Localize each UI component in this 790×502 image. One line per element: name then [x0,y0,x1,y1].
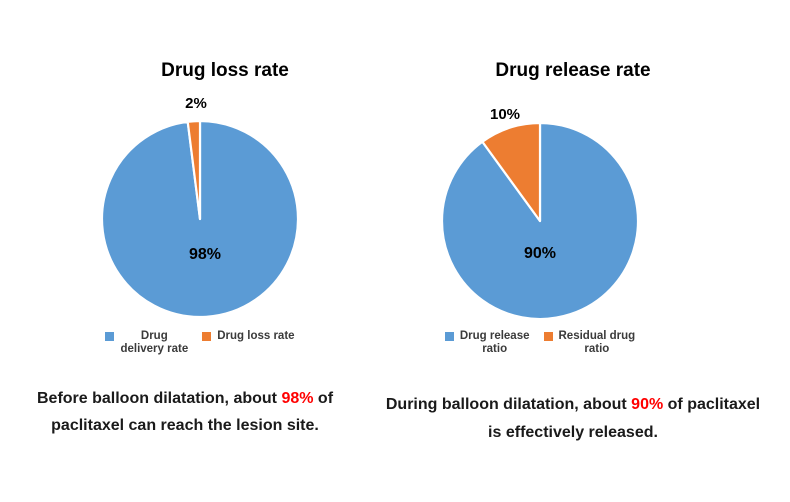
data-label-drug-release-90pct: 90% [523,245,557,262]
caption-text: Before balloon dilatation, about [36,390,282,407]
legend-swatch-blue-icon [444,332,454,341]
chart-title-drug-release-rate: Drug release rate [495,60,651,81]
data-label-drug-delivery-98pct: 98% [188,246,222,263]
legend-item-drug-delivery-rate: Drug delivery rate [105,330,188,356]
legend-drug-loss-chart: Drug delivery rate Drug loss rate [60,330,340,356]
caption-during-dilatation: During balloon dilatation, about 90% of … [378,391,768,447]
pie-chart-drug-loss-rate [100,119,300,319]
data-label-residual-drug-10pct: 10% [489,106,521,123]
caption-text: is effectively released. [488,424,658,441]
legend-item-drug-release-ratio: Drug release ratio [444,330,530,356]
legend-swatch-orange-icon [543,332,553,341]
caption-text: paclitaxel can reach the lesion site. [51,417,319,434]
legend-drug-release-chart: Drug release ratio Residual drug ratio [400,330,680,356]
data-label-drug-loss-2pct: 2% [185,95,207,112]
legend-label-residual-drug-ratio: Residual drug ratio [558,330,636,355]
caption-highlight-90pct: 90% [631,396,664,413]
caption-before-dilatation: Before balloon dilatation, about 98% of … [10,385,360,439]
caption-text: of paclitaxel [663,396,761,413]
legend-label-drug-loss-rate: Drug loss rate [217,330,295,342]
pie-slice-drug-loss-rate [186,119,202,221]
caption-text: of [313,390,334,407]
pie-slice-residual-drug-ratio [481,121,542,223]
legend-label-drug-delivery-rate: Drug delivery rate [120,330,189,355]
legend-item-residual-drug-ratio: Residual drug ratio [543,330,636,356]
legend-swatch-orange-icon [202,332,212,341]
legend-swatch-blue-icon [105,332,115,341]
legend-item-drug-loss-rate: Drug loss rate [202,330,295,343]
pie-chart-drug-release-rate [440,121,640,321]
caption-highlight-98pct: 98% [281,390,314,407]
legend-label-drug-release-ratio: Drug release ratio [459,330,530,355]
caption-text: During balloon dilatation, about [385,396,632,413]
chart-title-drug-loss-rate: Drug loss rate [161,60,289,81]
